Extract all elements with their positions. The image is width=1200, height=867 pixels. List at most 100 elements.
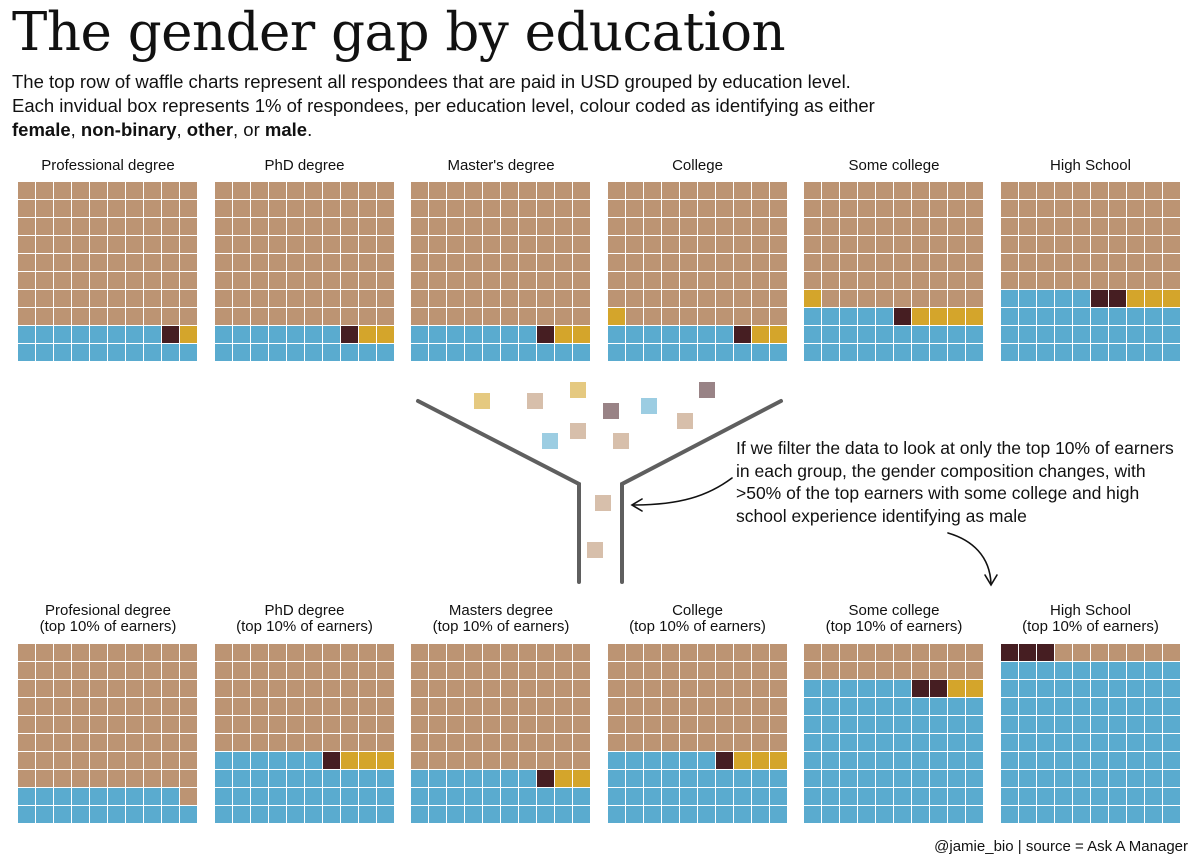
waffle-cell-female	[90, 662, 107, 679]
waffle-cell-female	[966, 662, 983, 679]
waffle-cell-female	[840, 662, 857, 679]
waffle-cell-male	[715, 344, 733, 361]
waffle-cell-female	[340, 734, 358, 751]
waffle-cell-female	[465, 734, 482, 751]
waffle-cell-male	[1126, 716, 1144, 733]
waffle-cell-male	[876, 788, 893, 805]
waffle-cell-female	[1126, 236, 1144, 253]
waffle-cell-male	[1108, 344, 1126, 361]
waffle-cell-female	[340, 254, 358, 271]
waffle-cell-female	[948, 236, 965, 253]
waffle-cell-male	[1126, 770, 1144, 787]
waffle-cell-female	[286, 290, 304, 307]
waffle-cell-female	[465, 254, 482, 271]
waffle-cell-female	[715, 200, 733, 217]
waffle-cell-female	[607, 644, 625, 661]
waffle-cell-female	[751, 272, 769, 289]
waffle-cell-female	[715, 644, 733, 661]
waffle-cell-female	[1072, 236, 1090, 253]
waffle-cell-female	[822, 290, 839, 307]
waffle-cell-female	[322, 272, 340, 289]
waffle-cell-female	[876, 644, 893, 661]
waffle-cell-female	[36, 182, 53, 199]
waffle-cell-female	[268, 698, 286, 715]
waffle-cell-male	[1036, 788, 1054, 805]
waffle-cell-male	[894, 734, 911, 751]
waffle-cell-female	[18, 182, 35, 199]
waffle-cell-male	[1090, 752, 1108, 769]
waffle-cell-female	[36, 734, 53, 751]
waffle-cell-female	[858, 662, 875, 679]
waffle-cell-male	[1144, 806, 1162, 823]
waffle-cell-female	[447, 308, 464, 325]
waffle-cell-male	[679, 770, 697, 787]
waffle-cell-female	[144, 716, 161, 733]
waffle-cell-female	[180, 788, 197, 805]
waffle-cell-male	[501, 806, 518, 823]
waffle-cell-female	[429, 752, 446, 769]
waffle-cell-female	[162, 716, 179, 733]
waffle-cell-male	[286, 806, 304, 823]
waffle-cell-female	[733, 308, 751, 325]
waffle-cell-female	[358, 236, 376, 253]
waffle-cell-female	[180, 662, 197, 679]
waffle-cell-female	[358, 272, 376, 289]
waffle-cell-female	[661, 680, 679, 697]
waffle-cell-male	[376, 806, 394, 823]
waffle-cell-female	[661, 272, 679, 289]
falling-box	[603, 403, 619, 419]
waffle-cell-female	[894, 254, 911, 271]
waffle-cell-female	[483, 182, 500, 199]
waffle-cell-non-binary	[555, 770, 572, 787]
waffle-cell-male	[501, 344, 518, 361]
waffle-cell-female	[733, 200, 751, 217]
waffle-cell-female	[1018, 182, 1036, 199]
waffle-cell-female	[804, 200, 821, 217]
waffle-cell-female	[625, 698, 643, 715]
waffle-cell-male	[930, 770, 947, 787]
waffle-cell-female	[108, 308, 125, 325]
waffle-cell-female	[126, 698, 143, 715]
waffle-cell-male	[840, 770, 857, 787]
waffle-cell-male	[54, 806, 71, 823]
waffle-cell-female	[751, 254, 769, 271]
waffle-cell-female	[162, 254, 179, 271]
waffle-cell-female	[90, 200, 107, 217]
waffle-cell-female	[661, 662, 679, 679]
waffle-cell-male	[286, 788, 304, 805]
waffle-cell-male	[501, 770, 518, 787]
waffle-cell-male	[1162, 806, 1180, 823]
waffle-cell-non-binary	[804, 290, 821, 307]
waffle-cell-male	[643, 770, 661, 787]
waffle-cell-female	[36, 770, 53, 787]
waffle-cell-male	[1000, 806, 1018, 823]
waffle-cell-male	[1072, 788, 1090, 805]
waffle-cell-male	[1054, 290, 1072, 307]
waffle-cell-female	[72, 290, 89, 307]
waffle-cell-other	[340, 326, 358, 343]
waffle-cell-male	[894, 698, 911, 715]
waffle-cell-female	[162, 290, 179, 307]
legend-non-binary: non-binary	[80, 119, 177, 140]
waffle-cell-male	[751, 344, 769, 361]
waffle-cell-female	[804, 254, 821, 271]
waffle-cell-male	[72, 806, 89, 823]
waffle-cell-female	[250, 236, 268, 253]
waffle-cell-female	[555, 644, 572, 661]
waffle-cell-male	[1036, 308, 1054, 325]
waffle-cell-female	[108, 734, 125, 751]
waffle-cell-female	[519, 734, 536, 751]
waffle-cell-male	[1000, 680, 1018, 697]
waffle-cell-female	[1090, 254, 1108, 271]
waffle-cell-female	[322, 308, 340, 325]
waffle-cell-female	[411, 182, 428, 199]
waffle-cell-male	[1072, 716, 1090, 733]
waffle-cell-male	[232, 752, 250, 769]
waffle-cell-female	[268, 290, 286, 307]
waffle-cell-female	[1108, 200, 1126, 217]
waffle-cell-male	[1090, 680, 1108, 697]
waffle-cell-female	[162, 236, 179, 253]
waffle-cell-male	[1000, 788, 1018, 805]
waffle-cell-female	[519, 272, 536, 289]
waffle-cell-male	[661, 752, 679, 769]
